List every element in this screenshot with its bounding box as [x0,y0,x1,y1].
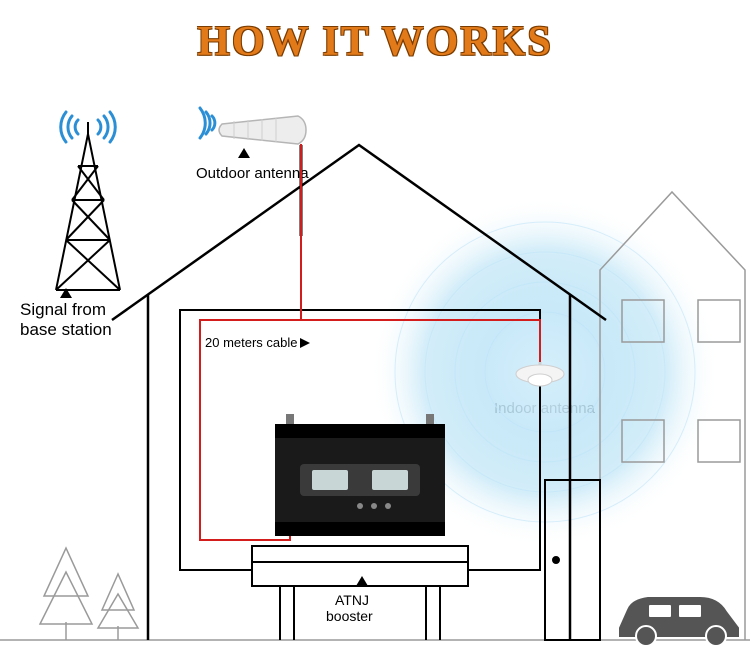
base-station-tower-icon [56,122,120,290]
booster-device-icon [275,414,445,536]
outdoor-antenna-icon [219,116,306,144]
car-icon [620,598,738,646]
cable-pointer [300,338,310,348]
tree-icon-1 [40,548,92,640]
booster-table [252,546,468,640]
diagram-stage: HOW IT WORKS Signal from base station Ou… [0,0,750,658]
diagram-svg [0,0,750,658]
outdoor-signal-icon [200,108,215,138]
tree-icon-2 [98,574,138,640]
outdoor-antenna-pointer [238,148,250,158]
